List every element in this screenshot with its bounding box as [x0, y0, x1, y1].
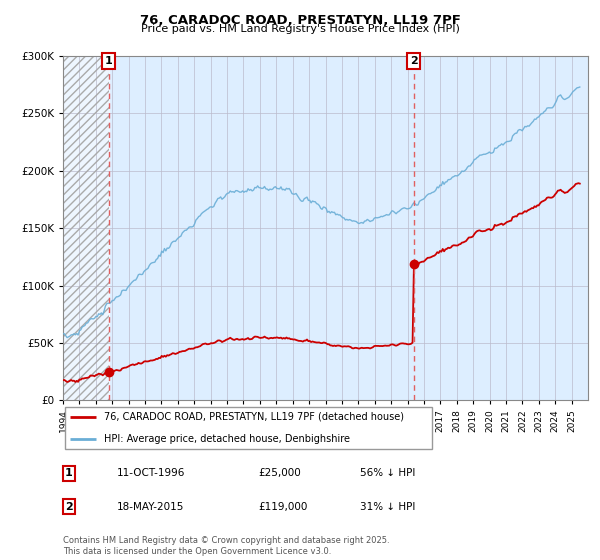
Text: 18-MAY-2015: 18-MAY-2015: [117, 502, 184, 512]
Text: 1: 1: [105, 56, 112, 66]
Text: 76, CARADOC ROAD, PRESTATYN, LL19 7PF (detached house): 76, CARADOC ROAD, PRESTATYN, LL19 7PF (d…: [104, 412, 404, 422]
Text: Price paid vs. HM Land Registry's House Price Index (HPI): Price paid vs. HM Land Registry's House …: [140, 24, 460, 34]
Text: 1: 1: [65, 468, 73, 478]
Text: 2: 2: [410, 56, 418, 66]
Text: 76, CARADOC ROAD, PRESTATYN, LL19 7PF: 76, CARADOC ROAD, PRESTATYN, LL19 7PF: [140, 14, 460, 27]
Text: Contains HM Land Registry data © Crown copyright and database right 2025.
This d: Contains HM Land Registry data © Crown c…: [63, 536, 389, 556]
Text: £119,000: £119,000: [258, 502, 307, 512]
Text: 2: 2: [65, 502, 73, 512]
Text: 11-OCT-1996: 11-OCT-1996: [117, 468, 185, 478]
Bar: [63, 56, 109, 400]
Bar: [63, 56, 109, 400]
Text: 56% ↓ HPI: 56% ↓ HPI: [360, 468, 415, 478]
FancyBboxPatch shape: [65, 407, 433, 449]
Text: HPI: Average price, detached house, Denbighshire: HPI: Average price, detached house, Denb…: [104, 434, 350, 444]
Text: 31% ↓ HPI: 31% ↓ HPI: [360, 502, 415, 512]
Text: £25,000: £25,000: [258, 468, 301, 478]
